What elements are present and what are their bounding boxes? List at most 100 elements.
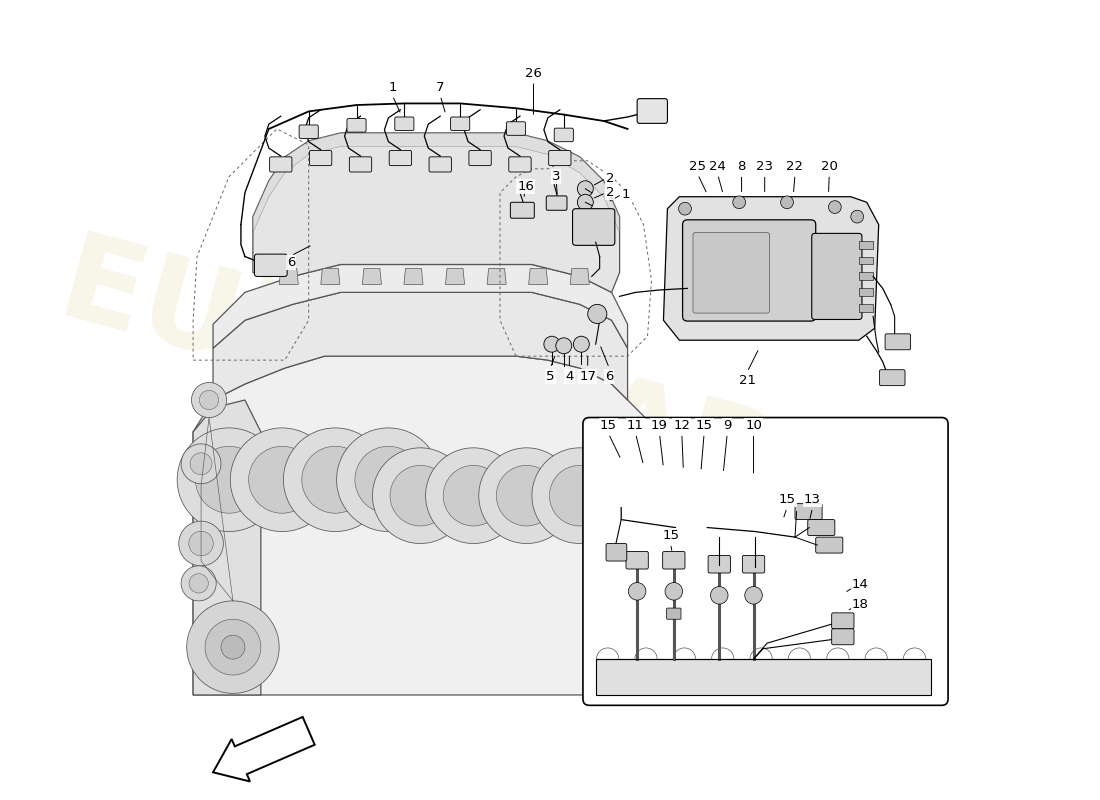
FancyBboxPatch shape	[807, 519, 835, 535]
FancyBboxPatch shape	[832, 629, 854, 645]
FancyBboxPatch shape	[350, 157, 372, 172]
FancyBboxPatch shape	[583, 418, 948, 706]
Text: 15: 15	[779, 493, 795, 506]
Text: 3: 3	[551, 170, 560, 183]
Circle shape	[230, 428, 334, 531]
Circle shape	[496, 466, 557, 526]
Circle shape	[443, 466, 504, 526]
Polygon shape	[213, 265, 628, 348]
FancyBboxPatch shape	[509, 157, 531, 172]
Circle shape	[191, 382, 227, 418]
Circle shape	[337, 428, 440, 531]
Circle shape	[578, 194, 593, 210]
Circle shape	[628, 582, 646, 600]
FancyBboxPatch shape	[270, 157, 292, 172]
Circle shape	[205, 619, 261, 675]
Polygon shape	[404, 269, 424, 285]
Bar	[859, 257, 873, 265]
FancyBboxPatch shape	[880, 370, 905, 386]
Text: 16: 16	[517, 180, 534, 193]
FancyBboxPatch shape	[309, 150, 332, 166]
Text: 10: 10	[745, 419, 762, 432]
Text: 17: 17	[580, 370, 596, 382]
Circle shape	[178, 521, 223, 566]
Text: 1: 1	[621, 188, 630, 201]
Text: 19: 19	[651, 419, 668, 432]
FancyBboxPatch shape	[451, 117, 470, 130]
Text: 2: 2	[606, 172, 614, 185]
Circle shape	[781, 196, 793, 209]
Polygon shape	[194, 356, 660, 695]
Polygon shape	[194, 400, 261, 695]
Bar	[859, 288, 873, 296]
Bar	[859, 241, 873, 249]
FancyBboxPatch shape	[832, 613, 854, 629]
Circle shape	[355, 446, 422, 514]
FancyBboxPatch shape	[795, 504, 822, 519]
Text: 12: 12	[673, 419, 691, 432]
Text: 24: 24	[710, 160, 726, 173]
Text: 18: 18	[851, 598, 869, 611]
Text: EUROSPARES: EUROSPARES	[46, 226, 954, 574]
Circle shape	[733, 196, 746, 209]
Polygon shape	[570, 269, 590, 285]
FancyBboxPatch shape	[346, 118, 366, 132]
Text: 25: 25	[690, 160, 706, 173]
FancyBboxPatch shape	[299, 125, 318, 138]
Circle shape	[478, 448, 574, 543]
Circle shape	[182, 444, 221, 484]
FancyBboxPatch shape	[637, 98, 668, 123]
FancyBboxPatch shape	[554, 128, 573, 142]
Text: 8: 8	[737, 160, 746, 173]
Polygon shape	[529, 269, 548, 285]
FancyBboxPatch shape	[469, 150, 492, 166]
Circle shape	[199, 390, 219, 410]
Circle shape	[543, 336, 560, 352]
Polygon shape	[253, 133, 619, 292]
FancyBboxPatch shape	[812, 234, 862, 319]
Circle shape	[828, 201, 842, 214]
Bar	[859, 304, 873, 312]
Circle shape	[666, 582, 683, 600]
Circle shape	[189, 531, 213, 556]
Text: 23: 23	[756, 160, 773, 173]
FancyBboxPatch shape	[395, 117, 414, 130]
Text: 7: 7	[436, 81, 444, 94]
Text: 20: 20	[821, 160, 838, 173]
Text: 15: 15	[695, 419, 713, 432]
Circle shape	[578, 181, 593, 197]
Circle shape	[196, 446, 263, 514]
Polygon shape	[362, 269, 382, 285]
FancyBboxPatch shape	[816, 537, 843, 553]
Polygon shape	[487, 269, 506, 285]
Circle shape	[189, 574, 208, 593]
Polygon shape	[446, 269, 464, 285]
Text: 1: 1	[388, 81, 397, 94]
Circle shape	[390, 466, 451, 526]
Polygon shape	[253, 133, 619, 233]
Polygon shape	[321, 269, 340, 285]
Text: 15: 15	[662, 529, 679, 542]
FancyBboxPatch shape	[389, 150, 411, 166]
Circle shape	[190, 453, 212, 474]
FancyBboxPatch shape	[742, 555, 764, 573]
Text: 9: 9	[723, 419, 732, 432]
FancyBboxPatch shape	[506, 122, 526, 135]
FancyBboxPatch shape	[547, 196, 567, 210]
Polygon shape	[213, 292, 628, 400]
Circle shape	[679, 202, 692, 215]
Circle shape	[587, 304, 607, 323]
Circle shape	[301, 446, 368, 514]
FancyBboxPatch shape	[667, 608, 681, 619]
FancyBboxPatch shape	[662, 551, 685, 569]
Polygon shape	[279, 269, 298, 285]
Circle shape	[187, 601, 279, 694]
Text: 14: 14	[851, 578, 869, 591]
Text: 15: 15	[600, 419, 617, 432]
FancyBboxPatch shape	[693, 233, 770, 313]
Circle shape	[549, 466, 610, 526]
Circle shape	[182, 566, 217, 601]
Text: 6: 6	[605, 370, 614, 382]
Text: 22: 22	[786, 160, 803, 173]
Circle shape	[249, 446, 316, 514]
